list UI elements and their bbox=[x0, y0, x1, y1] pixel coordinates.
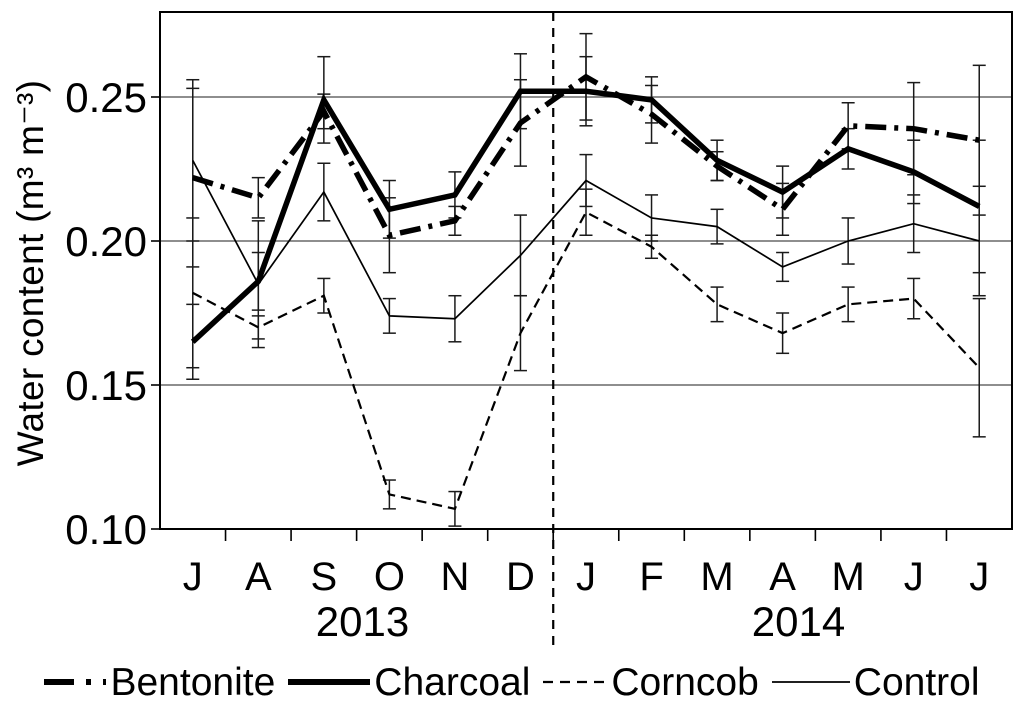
series-line-control bbox=[192, 159, 980, 320]
x-tick-label: J bbox=[576, 555, 596, 599]
x-tick-label: J bbox=[904, 555, 924, 599]
legend-item-control: Control bbox=[771, 660, 980, 704]
legend-item-charcoal: Charcoal bbox=[288, 663, 530, 702]
y-tick-label: 0.15 bbox=[65, 362, 147, 409]
error-bars-corncob bbox=[186, 188, 986, 527]
legend-item-corncob: Corncob bbox=[543, 660, 759, 704]
x-tick-label: J bbox=[969, 555, 989, 599]
x-tick-label: S bbox=[311, 555, 338, 599]
y-tick-label: 0.10 bbox=[65, 506, 147, 553]
x-tick-label: A bbox=[769, 555, 796, 599]
x-tick-label: A bbox=[245, 555, 272, 599]
legend-label-corncob: Corncob bbox=[611, 660, 759, 704]
x-axis-year-label-2013: 2013 bbox=[315, 598, 410, 645]
y-tick-label: 0.20 bbox=[65, 218, 147, 265]
x-tick-label: D bbox=[506, 555, 535, 599]
x-tick-label: N bbox=[440, 555, 469, 599]
x-tick-label: M bbox=[700, 555, 733, 599]
plot-frame bbox=[159, 11, 1013, 530]
legend-line-sample-bentonite bbox=[44, 679, 107, 685]
legend-line-sample-control bbox=[771, 681, 850, 683]
x-axis-year-label-2014: 2014 bbox=[751, 598, 846, 645]
legend: Bentonite Charcoal Corncob Control bbox=[0, 658, 1024, 706]
legend-item-bentonite: Bentonite bbox=[44, 663, 275, 702]
series-line-bentonite bbox=[191, 73, 980, 239]
legend-line-sample-corncob bbox=[543, 680, 608, 684]
legend-label-bentonite: Bentonite bbox=[110, 660, 276, 704]
series-line-corncob bbox=[192, 210, 981, 511]
x-tick-label: O bbox=[374, 555, 405, 599]
legend-label-charcoal: Charcoal bbox=[374, 660, 531, 704]
legend-label-control: Control bbox=[853, 660, 980, 704]
x-tick-label: M bbox=[831, 555, 864, 599]
x-tick-label: F bbox=[639, 555, 663, 599]
series-line-charcoal bbox=[190, 88, 981, 344]
legend-line-sample-charcoal bbox=[288, 679, 371, 685]
y-tick-label: 0.25 bbox=[65, 74, 147, 121]
x-tick-label: J bbox=[183, 555, 203, 599]
